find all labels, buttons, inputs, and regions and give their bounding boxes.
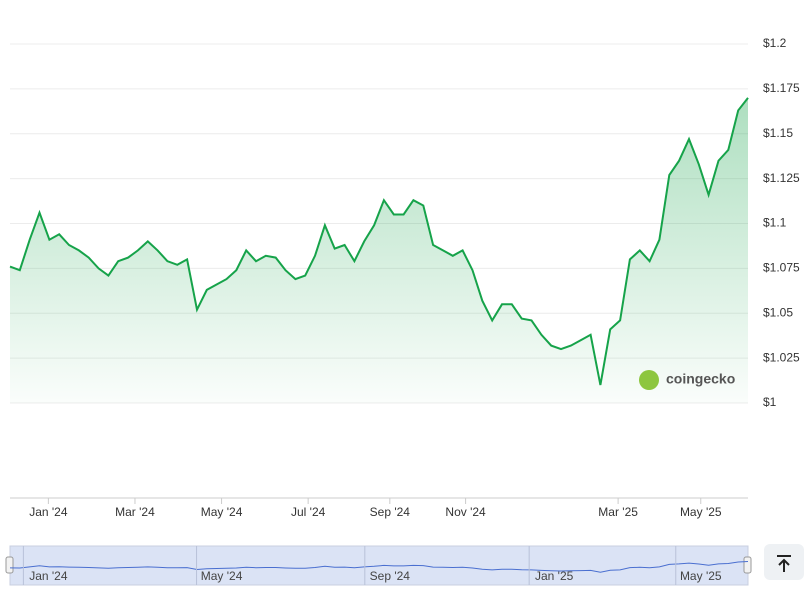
y-tick-label: $1.075 [763, 261, 800, 275]
watermark-logo [639, 370, 659, 390]
area [10, 97, 748, 404]
y-tick-label: $1.025 [763, 350, 800, 364]
x-tick-label: May '25 [680, 505, 722, 519]
y-tick-label: $1.175 [763, 81, 800, 95]
navigator-label: Jan '25 [535, 569, 574, 583]
price-line [9, 97, 749, 386]
navigator-label: May '25 [680, 569, 722, 583]
y-tick-label: $1.125 [763, 171, 800, 185]
navigator-label: May '24 [201, 569, 243, 583]
arrow-up-icon [777, 555, 791, 572]
x-tick-label: Jan '24 [29, 505, 68, 519]
y-tick-label: $1.1 [763, 216, 787, 230]
y-tick-label: $1.05 [763, 305, 793, 319]
x-tick-label: Mar '25 [598, 505, 638, 519]
y-tick-label: $1.2 [763, 36, 787, 50]
navigator-handle[interactable] [5, 556, 14, 574]
x-tick-label: Jul '24 [291, 505, 326, 519]
x-tick-label: May '24 [201, 505, 243, 519]
x-tick-label: Nov '24 [445, 505, 486, 519]
x-tick-label: Mar '24 [115, 505, 155, 519]
watermark: coingecko [666, 371, 735, 387]
navigator-handle[interactable] [743, 556, 752, 574]
x-tick-label: Sep '24 [370, 505, 411, 519]
navigator-line [9, 561, 749, 573]
navigator-label: Jan '24 [29, 569, 68, 583]
navigator-label: Sep '24 [370, 569, 411, 583]
y-tick-label: $1.15 [763, 126, 793, 140]
y-tick-label: $1 [763, 395, 777, 409]
